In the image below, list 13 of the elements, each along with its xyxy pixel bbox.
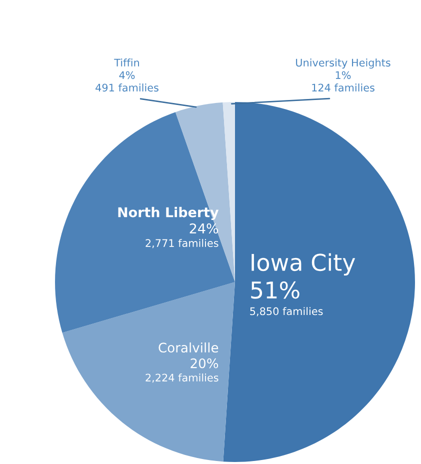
slice-label: University Heights bbox=[296, 58, 390, 69]
pie-slice bbox=[55, 112, 235, 333]
data-label: 24% 2,771 families bbox=[146, 223, 218, 248]
data-label: 1% 124 families bbox=[312, 71, 374, 92]
data-label: 51% 5,850 families bbox=[250, 281, 323, 316]
data-label: 20% 2,224 families bbox=[146, 358, 218, 383]
slice-label: Coralville bbox=[158, 342, 218, 353]
slice-label: Iowa City bbox=[252, 253, 356, 276]
slice-label: North Liberty bbox=[118, 206, 219, 220]
pie-slice bbox=[62, 282, 235, 462]
slice-label: Tiffin bbox=[114, 58, 139, 66]
data-label: 4% 491 families bbox=[96, 71, 158, 92]
pie-slice bbox=[223, 102, 415, 462]
